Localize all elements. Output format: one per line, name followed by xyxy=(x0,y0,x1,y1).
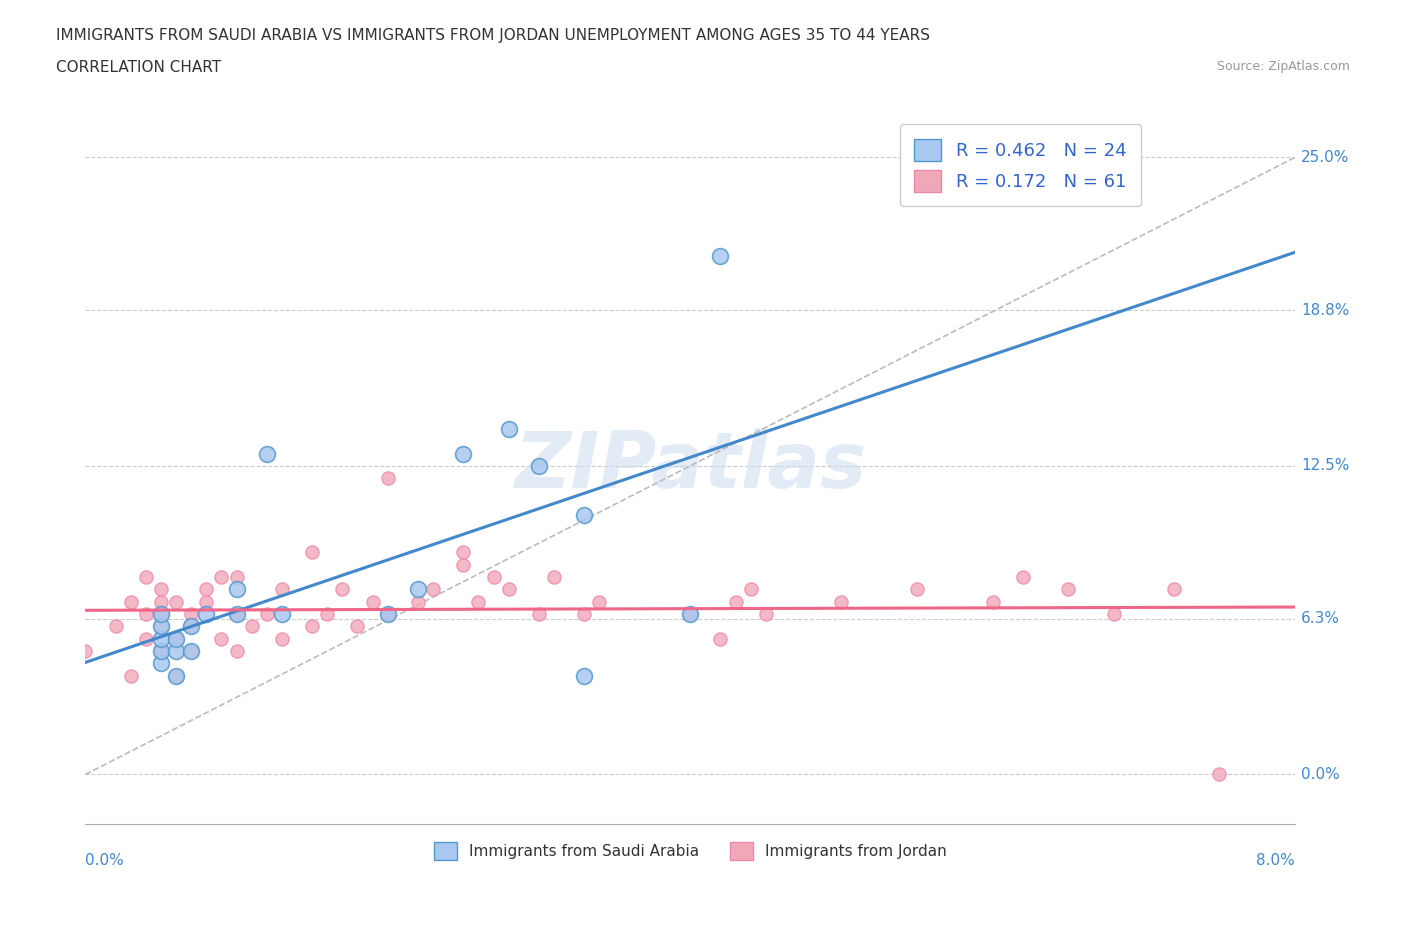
Point xyxy=(180,606,202,621)
Point xyxy=(180,619,202,634)
Point xyxy=(453,446,475,461)
Point xyxy=(755,606,778,621)
Point xyxy=(195,582,218,597)
Point xyxy=(75,644,97,658)
Point xyxy=(679,606,702,621)
Point xyxy=(270,631,292,646)
Point xyxy=(377,606,399,621)
Text: 8.0%: 8.0% xyxy=(1256,854,1295,869)
Point xyxy=(149,582,172,597)
Point xyxy=(527,606,550,621)
Point xyxy=(180,644,202,658)
Point xyxy=(1057,582,1080,597)
Point xyxy=(270,606,292,621)
Point xyxy=(377,606,399,621)
Point xyxy=(195,606,218,621)
Point xyxy=(165,594,187,609)
Text: IMMIGRANTS FROM SAUDI ARABIA VS IMMIGRANTS FROM JORDAN UNEMPLOYMENT AMONG AGES 3: IMMIGRANTS FROM SAUDI ARABIA VS IMMIGRAN… xyxy=(56,28,931,43)
Point xyxy=(574,508,596,523)
Text: Source: ZipAtlas.com: Source: ZipAtlas.com xyxy=(1216,60,1350,73)
Point xyxy=(240,619,263,634)
Text: 25.0%: 25.0% xyxy=(1301,150,1350,165)
Point xyxy=(165,644,187,658)
Point xyxy=(527,458,550,473)
Point xyxy=(330,582,353,597)
Point xyxy=(1011,569,1033,584)
Text: CORRELATION CHART: CORRELATION CHART xyxy=(56,60,221,75)
Point xyxy=(588,594,610,609)
Point xyxy=(498,582,520,597)
Text: 18.8%: 18.8% xyxy=(1301,303,1350,318)
Text: ZIPatlas: ZIPatlas xyxy=(515,428,866,504)
Point xyxy=(149,606,172,621)
Point xyxy=(724,594,747,609)
Point xyxy=(180,619,202,634)
Point xyxy=(316,606,339,621)
Point xyxy=(149,619,172,634)
Point xyxy=(209,569,232,584)
Point xyxy=(180,644,202,658)
Point xyxy=(830,594,852,609)
Point xyxy=(165,669,187,684)
Point xyxy=(256,606,278,621)
Point xyxy=(498,421,520,436)
Text: 12.5%: 12.5% xyxy=(1301,458,1350,473)
Point xyxy=(361,594,384,609)
Point xyxy=(270,582,292,597)
Point xyxy=(135,606,157,621)
Point xyxy=(256,446,278,461)
Point xyxy=(679,606,702,621)
Point xyxy=(149,631,172,646)
Point xyxy=(377,471,399,485)
Point xyxy=(225,606,247,621)
Point xyxy=(104,619,127,634)
Point xyxy=(209,631,232,646)
Point xyxy=(453,557,475,572)
Point xyxy=(149,619,172,634)
Point xyxy=(301,619,323,634)
Point xyxy=(165,631,187,646)
Point xyxy=(225,644,247,658)
Point xyxy=(740,582,762,597)
Point xyxy=(135,569,157,584)
Point xyxy=(543,569,565,584)
Text: 0.0%: 0.0% xyxy=(1301,767,1340,782)
Point xyxy=(149,606,172,621)
Point xyxy=(346,619,368,634)
Point xyxy=(482,569,505,584)
Point xyxy=(1208,767,1230,782)
Point xyxy=(135,631,157,646)
Point xyxy=(406,594,429,609)
Point xyxy=(225,606,247,621)
Point xyxy=(467,594,489,609)
Point xyxy=(709,631,731,646)
Point xyxy=(981,594,1004,609)
Point xyxy=(149,644,172,658)
Point xyxy=(225,582,247,597)
Point xyxy=(1102,606,1125,621)
Point xyxy=(574,669,596,684)
Point xyxy=(165,669,187,684)
Text: 0.0%: 0.0% xyxy=(86,854,124,869)
Point xyxy=(120,594,142,609)
Point xyxy=(709,248,731,263)
Point xyxy=(225,569,247,584)
Point xyxy=(1163,582,1185,597)
Point xyxy=(195,594,218,609)
Legend: Immigrants from Saudi Arabia, Immigrants from Jordan: Immigrants from Saudi Arabia, Immigrants… xyxy=(427,835,953,867)
Point xyxy=(422,582,444,597)
Point xyxy=(301,545,323,560)
Point xyxy=(149,656,172,671)
Point xyxy=(406,582,429,597)
Point xyxy=(149,644,172,658)
Text: 6.3%: 6.3% xyxy=(1301,612,1340,627)
Point xyxy=(453,545,475,560)
Point xyxy=(165,631,187,646)
Point xyxy=(574,606,596,621)
Point xyxy=(149,594,172,609)
Point xyxy=(120,669,142,684)
Point xyxy=(905,582,928,597)
